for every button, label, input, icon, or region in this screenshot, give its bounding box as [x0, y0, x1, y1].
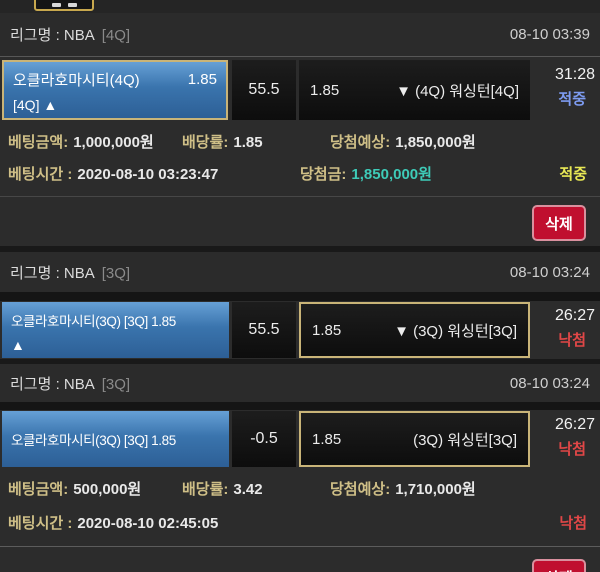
bet-result: 적중 — [558, 91, 586, 108]
league-label: 리그명 : NBA — [10, 375, 95, 393]
league-label: 리그명 : NBA — [10, 264, 95, 282]
bet-row: 오클라호마시티(4Q) 1.85 [4Q] ▲ 55.5 1.85 ▼ (4Q)… — [0, 57, 600, 123]
delete-button[interactable]: 삭제 — [532, 559, 586, 572]
delete-row: 삭제 — [0, 196, 600, 246]
away-team-name: ▼ (4Q) 워싱턴[4Q] — [396, 82, 519, 100]
bet-row: 오클라호마시티(3Q) [3Q] 1.85 -0.5 1.85 (3Q) 워싱턴… — [0, 410, 600, 468]
away-team-name: ▼ (3Q) 워싱턴[3Q] — [394, 322, 517, 340]
home-option-selected[interactable]: 오클라호마시티(4Q) 1.85 [4Q] ▲ — [2, 60, 228, 120]
partial-button-glyph — [51, 3, 61, 7]
game-datetime: 08-10 03:39 — [509, 26, 590, 43]
home-team-name: 오클라호마시티(3Q) [3Q] 1.85 — [11, 314, 176, 329]
prize-amount: 당첨금: 1,850,000원 — [300, 166, 432, 183]
line-cell: 55.5 — [232, 60, 296, 120]
ticket-status-badge: 적중 — [559, 166, 587, 183]
away-option-winner[interactable]: 1.85 (3Q) 워싱턴[3Q] — [299, 411, 530, 467]
bet-result: 낙첨 — [558, 332, 586, 349]
quarter-tag: [3Q] — [101, 375, 131, 393]
quarter-tag: [4Q] — [101, 27, 131, 44]
game-header: 리그명 : NBA [3Q] 08-10 03:24 — [0, 252, 600, 292]
away-option[interactable]: 1.85 ▼ (4Q) 워싱턴[4Q] — [299, 60, 530, 120]
away-odds: 1.85 — [312, 430, 342, 448]
bet-row: 오클라호마시티(3Q) [3Q] 1.85 ▲ 55.5 1.85 ▼ (3Q)… — [0, 301, 600, 359]
home-odds: 1.85 — [187, 71, 217, 88]
delete-button[interactable]: 삭제 — [532, 205, 586, 241]
expected-prize: 당첨예상: 1,710,000원 — [330, 481, 476, 498]
bet-status: 31:28 적중 — [524, 66, 596, 109]
bet-status: 26:27 낙첨 — [524, 416, 596, 459]
delete-row: 삭제 — [0, 547, 600, 572]
game-score: 26:27 — [554, 307, 595, 324]
top-strip — [0, 0, 600, 13]
game-header: 리그명 : NBA [4Q] 08-10 03:39 — [0, 13, 600, 57]
home-sub-label: ▲ — [11, 337, 25, 353]
expected-prize: 당첨예상: 1,850,000원 — [330, 134, 476, 151]
bet-result: 낙첨 — [558, 441, 586, 458]
ticket-info-row: 베팅금액: 1,000,000원 배당률: 1.85 당첨예상: 1,850,000원 — [0, 131, 600, 155]
bet-time: 베팅시간 :2020-08-10 02:45:05 — [8, 515, 219, 532]
game-datetime: 08-10 03:24 — [509, 374, 590, 392]
league-name: 리그명 : NBA [3Q] — [10, 262, 130, 283]
ticket-info-row: 베팅시간 :2020-08-10 03:23:47 당첨금: 1,850,000원… — [0, 163, 600, 187]
away-team-name: (3Q) 워싱턴[3Q] — [413, 431, 517, 449]
bet-amount: 베팅금액: 1,000,000원 — [8, 134, 154, 151]
league-name: 리그명 : NBA [4Q] — [10, 24, 130, 45]
quarter-tag: [3Q] — [101, 264, 131, 282]
bet-amount: 베팅금액: 500,000원 — [8, 481, 142, 498]
line-cell: 55.5 — [232, 302, 296, 358]
partial-delete-button-top[interactable] — [34, 0, 94, 11]
ticket-info-row: 베팅금액: 500,000원 배당률: 3.42 당첨예상: 1,710,000원 — [0, 478, 600, 502]
home-option-selected[interactable]: 오클라호마시티(3Q) [3Q] 1.85 ▲ — [2, 302, 229, 358]
line-value: 55.5 — [248, 321, 280, 338]
line-cell: -0.5 — [232, 411, 296, 467]
home-option-selected[interactable]: 오클라호마시티(3Q) [3Q] 1.85 — [2, 411, 229, 467]
line-value: 55.5 — [248, 81, 280, 98]
bet-time: 베팅시간 :2020-08-10 03:23:47 — [8, 166, 219, 183]
bet-status: 26:27 낙첨 — [524, 307, 596, 350]
game-score: 26:27 — [554, 416, 595, 433]
ticket-status-badge: 낙첨 — [559, 515, 587, 532]
league-label: 리그명 : NBA — [10, 27, 95, 44]
away-odds: 1.85 — [312, 321, 342, 339]
home-team-name: 오클라호마시티(4Q) — [13, 72, 140, 89]
partial-button-glyph — [67, 3, 77, 7]
game-header: 리그명 : NBA [3Q] 08-10 03:24 — [0, 364, 600, 402]
ticket-info-row: 베팅시간 :2020-08-10 02:45:05 낙첨 — [0, 512, 600, 536]
divider-line — [0, 546, 600, 547]
odds-rate: 배당률: 1.85 — [182, 134, 263, 151]
line-value: -0.5 — [250, 430, 278, 447]
ticket-info: 베팅금액: 500,000원 배당률: 3.42 당첨예상: 1,710,000원 베… — [0, 468, 600, 546]
odds-rate: 배당률: 3.42 — [182, 481, 263, 498]
game-separator — [0, 359, 600, 364]
home-team-name: 오클라호마시티(3Q) [3Q] 1.85 — [11, 433, 176, 448]
ticket-separator — [0, 246, 600, 252]
header-divider — [0, 292, 600, 301]
away-odds: 1.85 — [310, 81, 340, 99]
away-option-winner[interactable]: 1.85 ▼ (3Q) 워싱턴[3Q] — [299, 302, 530, 358]
league-name: 리그명 : NBA [3Q] — [10, 373, 130, 394]
game-score: 31:28 — [554, 66, 595, 83]
header-divider — [0, 402, 600, 410]
game-datetime: 08-10 03:24 — [509, 263, 590, 281]
home-sub-label: [4Q] ▲ — [13, 97, 58, 113]
ticket-info: 베팅금액: 1,000,000원 배당률: 1.85 당첨예상: 1,850,000원… — [0, 123, 600, 196]
